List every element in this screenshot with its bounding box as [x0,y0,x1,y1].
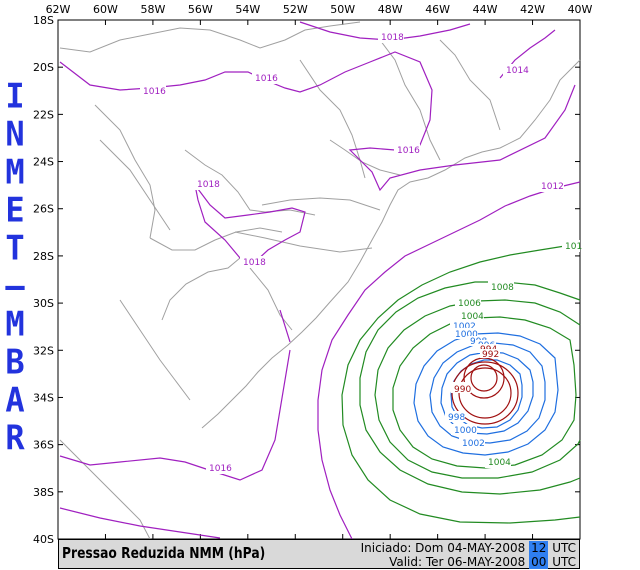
label-1016-coast: 1016 [397,146,420,156]
label-1002-top: 1002 [453,322,476,332]
label-1010: 101 [565,242,582,252]
state-border-6 [439,39,501,131]
lon-label-42w: 42W [520,3,545,16]
label-998-bottom: 998 [448,413,465,423]
border-uruguay-brazil [249,267,293,331]
logo-letter: A [5,380,25,420]
init-text: Iniciado: Dom 04-MAY-2008 [360,541,526,555]
lat-label-18s: 18S [33,14,54,27]
lat-label-28s: 28S [33,250,54,263]
state-border-1 [299,59,366,179]
river-2 [119,299,191,401]
label-1014: 1014 [506,66,529,76]
border-brazil-bolivia [59,21,361,53]
logo-letter: B [5,342,25,382]
contour-1016-south [59,349,291,481]
product-title: Pressao Reduzida NMM (hPa) [62,544,266,562]
logo-letter: M [5,152,25,192]
logo-letter: M [5,304,25,344]
river-1 [99,139,171,231]
contour-1006 [374,299,581,479]
label-1000-top: 1000 [455,330,478,340]
lon-label-50w: 50W [330,3,355,16]
label-1016-west: 1016 [143,87,166,97]
init-unit: UTC [552,541,576,555]
lat-label-38s: 38S [33,486,54,499]
contour-1012 [317,181,581,540]
label-1012: 1012 [541,182,564,192]
label-1018-paraguay: 1018 [197,180,220,190]
label-1004-bottom: 1004 [488,458,511,468]
lon-label-40w: 40W [568,3,593,16]
valid-time: Valid: Ter 06-MAY-2008 00 UTC [389,555,576,569]
label-1002-bottom: 1002 [462,439,485,449]
lon-label-60w: 60W [93,3,118,16]
contour-labels: 1018 1016 1016 1014 1016 1018 1018 1012 … [140,31,582,474]
logo-letter: T [5,228,25,268]
contour-1016-north [59,51,576,192]
longitude-labels: 62W 60W 58W 56W 54W 52W 50W 48W 46W 44W 42W 40W [46,3,593,16]
inmet-logo: I N M E T – M B A R [0,76,30,480]
lon-label-62w: 62W [46,3,71,16]
border-argentina [149,227,283,251]
state-border-5 [379,39,441,161]
contour-1016-west [279,309,291,343]
lat-label-20s: 20S [33,61,54,74]
init-time: Iniciado: Dom 04-MAY-2008 12 UTC [361,541,576,555]
contour-988 [470,364,498,392]
label-992: 992 [482,350,499,360]
contour-1010 [341,245,581,524]
label-1018-south: 1018 [243,258,266,268]
border-uruguay [161,257,241,321]
logo-letter: E [5,190,25,230]
map-frame [57,19,581,540]
logo-letter: – [5,266,25,306]
contour-1002 [413,332,559,456]
border-paraguay-brazil [184,149,316,216]
label-1018-north: 1018 [381,33,404,43]
contours-high [59,21,581,540]
state-border-4 [234,231,373,253]
logo-letter: R [5,418,25,458]
label-1000-bottom: 1000 [454,426,477,436]
coastline [201,59,581,429]
label-1016-south: 1016 [209,464,232,474]
footer-bar: Pressao Reduzida NMM (hPa) Iniciado: Dom… [58,539,580,569]
lon-label-46w: 46W [425,3,450,16]
lat-label-34s: 34S [33,391,54,404]
label-1016-center: 1016 [255,74,278,84]
label-1008: 1008 [491,283,514,293]
latitude-labels: 18S 20S 22S 24S 26S 28S 30S 32S 34S 36S 38S 40S [33,14,54,546]
border-paraguay [94,104,156,239]
valid-hour: 00 [529,555,549,569]
label-1004-top: 1004 [461,312,484,322]
lat-label-26s: 26S [33,203,54,216]
lon-label-58w: 58W [140,3,165,16]
label-990: 990 [454,385,471,395]
borders [59,21,581,540]
tick-marks [57,19,581,540]
lat-label-22s: 22S [33,108,54,121]
logo-letter: N [5,114,25,154]
state-border-3 [261,197,381,211]
lon-label-56w: 56W [188,3,213,16]
lon-label-52w: 52W [283,3,308,16]
init-hour: 12 [529,541,549,555]
lat-label-40s: 40S [33,533,54,546]
valid-unit: UTC [552,555,576,569]
contour-1016-sw [59,507,221,539]
lon-label-54w: 54W [235,3,260,16]
lon-label-44w: 44W [473,3,498,16]
lon-label-48w: 48W [378,3,403,16]
label-1006: 1006 [458,299,481,309]
lat-label-24s: 24S [33,156,54,169]
logo-letter: I [5,76,25,116]
lat-label-32s: 32S [33,344,54,357]
valid-text: Valid: Ter 06-MAY-2008 [389,555,526,569]
lat-label-30s: 30S [33,297,54,310]
lat-label-36s: 36S [33,439,54,452]
contour-1018-south [194,184,306,263]
